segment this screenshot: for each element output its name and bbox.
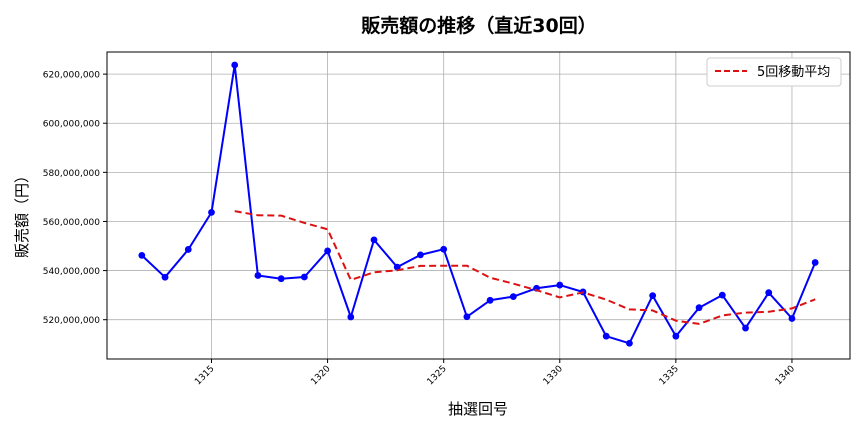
data-point-sales [649,292,657,300]
data-point-sales [695,304,703,312]
y-tick-label: 520,000,000 [43,316,101,326]
y-tick-label: 540,000,000 [43,267,101,277]
x-tick-label: 1325 [426,364,449,387]
x-axis-ticks: 1315 1320 1325 1330 1335 1340 [193,359,797,387]
data-point-sales [509,293,517,301]
data-point-sales [161,273,169,281]
data-point-sales [672,332,680,340]
x-axis-label: 抽選回号 [448,400,508,418]
data-point-sales [417,251,424,259]
data-point-sales [347,313,355,321]
legend-box [706,57,842,87]
data-point-sales [788,315,796,322]
data-point-sales [300,273,308,281]
data-point-sales [718,291,726,299]
data-point-sales [765,289,773,297]
chart-title: 販売額の推移（直近30回） [361,14,596,37]
y-axis-label: 販売額（円） [13,168,31,258]
data-point-sales [370,236,378,244]
data-point-sales [602,332,610,340]
series-line-sales [141,64,817,345]
data-point-sales [254,272,262,279]
data-point-sales [208,208,215,216]
y-axis-ticks: 520,000,000 540,000,000 560,000,000 580,000… [43,71,107,326]
grid [107,52,850,359]
y-tick-label: 600,000,000 [43,120,101,130]
data-point-sales [440,245,448,253]
data-point-sales [393,263,401,271]
x-tick-label: 1320 [309,364,332,387]
x-tick-label: 1330 [542,364,565,387]
y-tick-label: 560,000,000 [43,218,101,228]
x-tick-label: 1315 [193,364,216,387]
data-point-sales [742,324,749,332]
y-tick-label: 620,000,000 [43,71,101,81]
legend: 5回移動平均 [706,57,842,87]
data-point-sales [184,246,192,253]
series [138,61,819,347]
data-point-sales [486,296,494,304]
data-point-sales [626,339,633,347]
data-point-sales [463,313,471,321]
data-point-sales [231,61,239,69]
legend-label-ma5: 5回移動平均 [757,65,830,80]
series-line-ma5 [234,210,816,325]
data-point-sales [556,281,564,289]
data-point-sales [324,247,331,255]
data-point-sales [277,275,285,283]
data-point-sales [811,259,819,266]
x-tick-label: 1340 [774,364,797,387]
plot-area-frame [106,51,851,360]
data-point-sales [138,251,146,259]
x-tick-label: 1335 [658,364,681,387]
y-tick-label: 580,000,000 [43,169,101,179]
